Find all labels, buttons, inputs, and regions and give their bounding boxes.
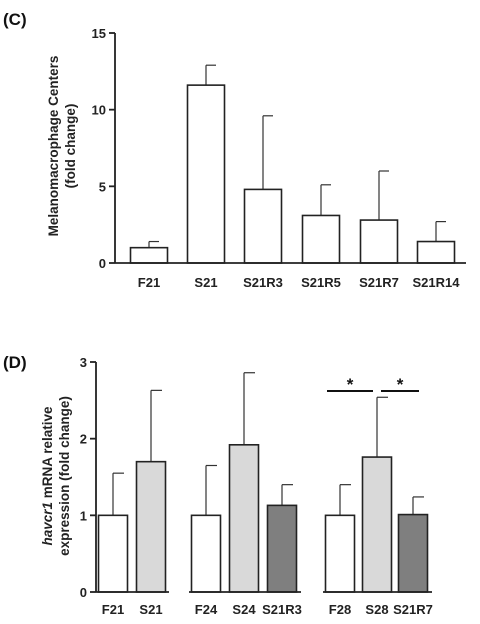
panel-c-label: (C) — [3, 10, 27, 29]
x-tick-label: S21R3 — [262, 602, 302, 617]
panel-d: (D) havcr1 mRNA relative expression (fol… — [3, 353, 433, 617]
panel-c-ylabel-line2: (fold change) — [63, 104, 78, 189]
bar-s21 — [186, 84, 226, 264]
x-tick-label: S21R14 — [413, 275, 461, 290]
bar-s28 — [361, 456, 393, 593]
panel-d-ylabel-rest: mRNA relative — [40, 406, 55, 502]
bar-s21r7 — [397, 513, 429, 593]
y-tick-label: 1 — [80, 508, 87, 523]
y-tick-label: 3 — [80, 355, 87, 370]
bar-s24 — [228, 443, 260, 593]
panel-c-y-axis-title: Melanomacrophage Centers (fold change) — [46, 56, 78, 237]
bar-s21 — [135, 460, 167, 593]
panel-d-axes: 0 1 2 3 F21 S21 F24 S24 S21R3 F28 S28 S21R7 — [80, 355, 433, 617]
bar-s21r7 — [359, 219, 399, 264]
x-tick-label: S21 — [194, 275, 217, 290]
x-tick-label: S28 — [365, 602, 388, 617]
panel-d-bars — [97, 372, 429, 593]
panel-d-ylabel-line2: expression (fold change) — [57, 396, 72, 556]
panel-c-axes: 0 5 10 15 F21 S21 S21R3 S21R5 S21R7 S21R14 — [92, 26, 466, 290]
x-tick-label: S21R7 — [359, 275, 399, 290]
x-tick-label: F28 — [329, 602, 351, 617]
panel-d-label: (D) — [3, 353, 27, 372]
panel-c-bars — [129, 64, 456, 264]
panel-d-ylabel-gene: havcr1 — [40, 502, 55, 546]
x-tick-label: S21R7 — [393, 602, 433, 617]
bar-f24 — [190, 514, 222, 593]
bar-s21r3 — [266, 504, 298, 593]
bar-s21r5 — [301, 214, 341, 264]
bar-f21 — [97, 514, 129, 593]
y-tick-label: 5 — [99, 179, 106, 194]
panel-d-y-axis-title: havcr1 mRNA relative expression (fold ch… — [40, 396, 72, 556]
panel-d-significance: * * — [327, 375, 419, 394]
bar-s21r14 — [416, 240, 456, 264]
x-tick-label: F24 — [195, 602, 218, 617]
x-tick-label: F21 — [102, 602, 124, 617]
y-tick-label: 0 — [99, 256, 106, 271]
x-tick-label: F21 — [138, 275, 160, 290]
panel-c-ylabel-line1: Melanomacrophage Centers — [46, 56, 61, 237]
panel-d-ylabel-line1: havcr1 mRNA relative — [40, 406, 55, 546]
bar-s21r3 — [243, 188, 283, 264]
x-tick-label: S21R5 — [301, 275, 341, 290]
y-tick-label: 10 — [92, 103, 106, 118]
x-tick-label: S21 — [139, 602, 162, 617]
y-tick-label: 0 — [80, 585, 87, 600]
bar-f21 — [129, 246, 169, 264]
y-tick-label: 15 — [92, 26, 106, 41]
significance-star: * — [397, 375, 404, 394]
x-tick-label: S21R3 — [243, 275, 283, 290]
bar-f28 — [324, 514, 356, 593]
significance-star: * — [347, 375, 354, 394]
x-tick-label: S24 — [232, 602, 256, 617]
y-tick-label: 2 — [80, 432, 87, 447]
panel-c: (C) Melanomacrophage Centers (fold chang… — [3, 10, 466, 290]
